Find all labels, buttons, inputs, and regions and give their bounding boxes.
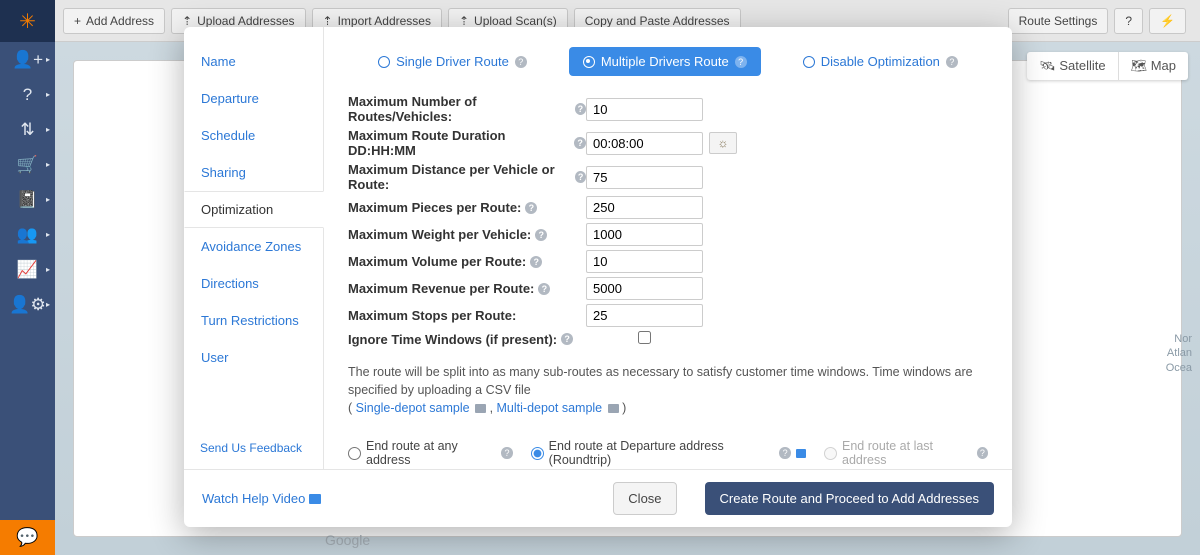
logo[interactable]: ✳ (0, 0, 55, 42)
field-label-7: Maximum Stops per Route: (348, 308, 586, 323)
field-input-6[interactable] (586, 277, 703, 300)
field-input-4[interactable] (586, 223, 703, 246)
tab-directions[interactable]: Directions (184, 265, 323, 302)
chat-button[interactable]: 💬 (0, 520, 55, 555)
create-route-button[interactable]: Create Route and Proceed to Add Addresse… (705, 482, 994, 515)
side-nav-item-4[interactable]: 📓▸ (0, 182, 55, 217)
opt-tab-2[interactable]: Disable Optimization? (789, 47, 972, 76)
side-nav-item-7[interactable]: 👤⚙▸ (0, 287, 55, 322)
help-icon: ? (779, 447, 790, 459)
help-icon[interactable]: ? (561, 333, 573, 345)
tab-sharing[interactable]: Sharing (184, 154, 323, 191)
field-input-3[interactable] (586, 196, 703, 219)
field-label-5: Maximum Volume per Route: ? (348, 254, 586, 269)
tab-name[interactable]: Name (184, 43, 323, 80)
field-label-3: Maximum Pieces per Route: ? (348, 200, 586, 215)
field-input-7[interactable] (586, 304, 703, 327)
field-label-1: Maximum Route Duration DD:HH:MM ? (348, 128, 586, 158)
video-icon (309, 494, 321, 504)
modal-footer: Watch Help Video Close Create Route and … (184, 469, 1012, 527)
feedback-link[interactable]: Send Us Feedback (200, 441, 302, 455)
side-nav-item-5[interactable]: 👥▸ (0, 217, 55, 252)
end-route-option-2: End route at last address ? (824, 439, 988, 467)
field-label-4: Maximum Weight per Vehicle: ? (348, 227, 586, 242)
field-input-1[interactable] (586, 132, 703, 155)
file-icon (796, 449, 806, 458)
watch-help-link[interactable]: Watch Help Video (202, 491, 321, 506)
modal-main: Single Driver Route? Multiple Drivers Rou… (324, 27, 1012, 469)
route-settings-modal: NameDepartureScheduleSharingOptimization… (184, 27, 1012, 527)
field-input-0[interactable] (586, 98, 703, 121)
map-brand: Google (325, 532, 370, 548)
help-icon[interactable]: ? (535, 229, 547, 241)
help-icon[interactable]: ? (575, 103, 586, 115)
ignore-time-windows-checkbox[interactable] (638, 331, 651, 344)
tab-schedule[interactable]: Schedule (184, 117, 323, 154)
tab-turn-restrictions[interactable]: Turn Restrictions (184, 302, 323, 339)
field-label-0: Maximum Number of Routes/Vehicles: ? (348, 94, 586, 124)
tab-user[interactable]: User (184, 339, 323, 376)
tab-avoidance-zones[interactable]: Avoidance Zones (184, 228, 323, 265)
optimization-tabs: Single Driver Route? Multiple Drivers Rou… (348, 47, 988, 76)
field-label-2: Maximum Distance per Vehicle or Route: ? (348, 162, 586, 192)
map-ocean-label: NorAtlanOcea (1166, 332, 1192, 375)
help-icon[interactable]: ? (574, 137, 586, 149)
end-route-option-0[interactable]: End route at any address ? (348, 439, 513, 467)
help-icon[interactable]: ? (538, 283, 550, 295)
toolbar-right-1[interactable]: ? (1114, 8, 1143, 34)
side-nav-item-0[interactable]: 👤+▸ (0, 42, 55, 77)
tab-optimization[interactable]: Optimization (184, 191, 324, 228)
field-input-5[interactable] (586, 250, 703, 273)
help-icon[interactable]: ? (530, 256, 542, 268)
toolbar-add-address[interactable]: +Add Address (63, 8, 165, 34)
help-icon: ? (515, 56, 527, 68)
ignore-tw-label: Ignore Time Windows (if present): ? (348, 332, 586, 347)
file-icon (475, 404, 486, 413)
side-nav-item-3[interactable]: 🛒▸ (0, 147, 55, 182)
side-nav-item-2[interactable]: ⇅▸ (0, 112, 55, 147)
map-control-satellite[interactable]: 🛰 Satellite (1027, 52, 1117, 80)
toolbar-right-2[interactable]: ⚡ (1149, 8, 1186, 34)
map-type-controls: 🛰 Satellite🗺 Map (1027, 52, 1188, 80)
helper-text: The route will be split into as many sub… (348, 363, 988, 417)
map-control-map[interactable]: 🗺 Map (1118, 52, 1188, 80)
tab-departure[interactable]: Departure (184, 80, 323, 117)
single-depot-link[interactable]: Single-depot sample (356, 401, 470, 415)
help-icon[interactable]: ? (575, 171, 586, 183)
help-icon: ? (501, 447, 512, 459)
multi-depot-link[interactable]: Multi-depot sample (497, 401, 603, 415)
help-icon: ? (735, 56, 747, 68)
close-button[interactable]: Close (613, 482, 676, 515)
modal-sidebar: NameDepartureScheduleSharingOptimization… (184, 27, 324, 469)
end-route-option-1[interactable]: End route at Departure address (Roundtri… (531, 439, 806, 467)
field-label-6: Maximum Revenue per Route: ? (348, 281, 586, 296)
opt-tab-0[interactable]: Single Driver Route? (364, 47, 541, 76)
file-icon (608, 404, 619, 413)
left-sidebar: ✳ 👤+▸?▸⇅▸🛒▸📓▸👥▸📈▸👤⚙▸ 💬 (0, 0, 55, 555)
opt-tab-1[interactable]: Multiple Drivers Route? (569, 47, 761, 76)
help-icon: ? (977, 447, 988, 459)
side-nav-item-1[interactable]: ?▸ (0, 77, 55, 112)
side-nav-item-6[interactable]: 📈▸ (0, 252, 55, 287)
help-icon: ? (946, 56, 958, 68)
end-route-options: End route at any address ? End route at D… (348, 417, 988, 467)
time-picker-icon[interactable]: ☼ (709, 132, 737, 154)
field-input-2[interactable] (586, 166, 703, 189)
help-icon[interactable]: ? (525, 202, 537, 214)
toolbar-right-0[interactable]: Route Settings (1008, 8, 1109, 34)
